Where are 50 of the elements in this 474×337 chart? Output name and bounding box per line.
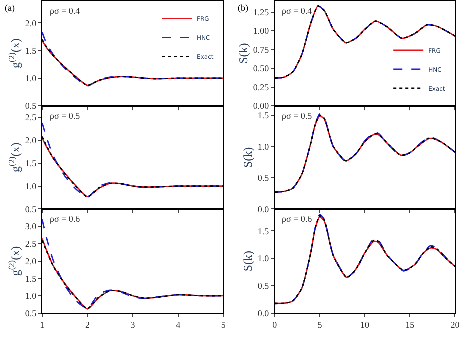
annotation: ρσ = 0.5 — [50, 111, 81, 121]
y-tick-label: 1.0 — [25, 291, 38, 302]
x-tick-label: 10 — [360, 320, 370, 330]
y-axis-title: S(k) — [236, 43, 251, 64]
y-tick-label: 0.00 — [253, 101, 270, 112]
y-tick-label: 0.0 — [258, 204, 270, 214]
x-tick-label: 5 — [318, 320, 323, 330]
y-tick-label: 1.25 — [253, 7, 270, 18]
y-tick-label: 1.5 — [258, 226, 270, 236]
y-tick-label: 1.0 — [25, 181, 38, 192]
y-tick-label: 2.5 — [25, 112, 38, 123]
y-tick-label: 1.0 — [25, 74, 38, 84]
y-tick-label: 0.25 — [253, 82, 270, 92]
y-tick-label: 0.0 — [258, 308, 270, 318]
y-tick-label: 2.5 — [25, 239, 38, 250]
x-tick-label: 5 — [221, 320, 226, 330]
y-tick-label: 0.50 — [253, 64, 270, 74]
x-tick-label: 0 — [272, 320, 278, 330]
y-tick-label: 1.5 — [25, 46, 38, 56]
y-axis-title: S(k) — [241, 147, 256, 168]
y-tick-label: 0.75 — [253, 44, 270, 55]
y-tick-label: 1.0 — [258, 142, 270, 152]
x-tick-label: 2 — [85, 320, 90, 330]
y-tick-label: 1.00 — [253, 26, 270, 36]
annotation: ρσ = 0.4 — [282, 6, 313, 16]
text: (a) — [5, 3, 15, 13]
x-tick-label: 20 — [450, 320, 460, 330]
y-tick-label: 0.5 — [25, 101, 38, 112]
x-tick-label: 1 — [40, 320, 45, 330]
annotation: ρσ = 0.5 — [282, 111, 313, 121]
x-tick-label: 4 — [176, 320, 182, 330]
y-axis-title: S(k) — [241, 250, 256, 272]
y-tick-label: 1.0 — [258, 254, 270, 264]
y-tick-label: 1.5 — [25, 158, 38, 169]
y-tick-label: 0.5 — [25, 308, 38, 318]
x-tick-label: 3 — [130, 320, 136, 330]
annotation: ρσ = 0.6 — [50, 214, 81, 224]
y-tick-label: 0.5 — [258, 281, 270, 292]
text: (b) — [238, 3, 248, 13]
annotation: ρσ = 0.4 — [50, 6, 81, 16]
y-tick-label: 2.0 — [25, 136, 38, 146]
y-tick-label: 0.5 — [258, 173, 270, 184]
y-tick-label: 0.5 — [25, 204, 38, 214]
x-tick-label: 15 — [406, 320, 416, 330]
y-tick-label: 1.5 — [258, 110, 270, 121]
annotation: ρσ = 0.6 — [282, 214, 313, 224]
y-tick-label: 2.0 — [25, 256, 38, 266]
y-tick-label: 3.0 — [25, 222, 38, 232]
y-tick-label: 1.5 — [25, 274, 38, 284]
y-tick-label: 2.0 — [25, 18, 38, 28]
